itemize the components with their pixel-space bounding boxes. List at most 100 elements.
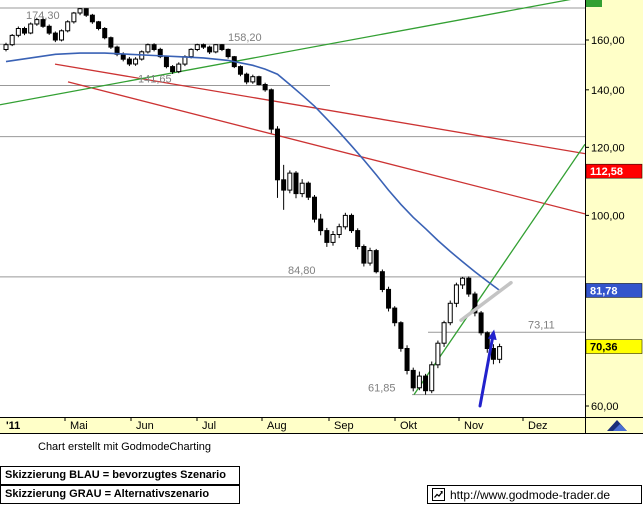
candle xyxy=(65,20,71,33)
candle xyxy=(435,340,441,369)
candle xyxy=(281,164,287,210)
candle xyxy=(342,212,348,230)
candlesticks xyxy=(3,8,503,395)
level-label: 141,65 xyxy=(138,73,172,85)
level-label: 61,85 xyxy=(368,383,396,395)
candle xyxy=(170,65,176,74)
candle xyxy=(40,17,46,28)
rising-support-line xyxy=(413,143,585,396)
candle xyxy=(3,42,9,52)
candle xyxy=(336,223,342,239)
candle xyxy=(460,276,466,289)
level-labels: 174,30 158,20 141,65 84,80 73,11 61,85 xyxy=(26,10,555,395)
level-label: 174,30 xyxy=(26,10,60,22)
preferred-scenario-arrow xyxy=(478,329,497,408)
trendlines xyxy=(0,0,585,396)
price-axis-strip xyxy=(585,0,643,417)
level-label: 84,80 xyxy=(288,265,316,277)
rising-longterm-line xyxy=(0,0,572,106)
axis-highlight: 81,78 xyxy=(585,283,643,298)
trendline-axis-marker xyxy=(586,0,602,7)
candle xyxy=(126,56,132,67)
chart-credit: Chart erstellt mit GodmodeCharting xyxy=(38,441,212,453)
candle xyxy=(262,82,268,92)
candle xyxy=(102,27,108,40)
month-label: Okt xyxy=(400,420,417,432)
candle xyxy=(52,31,58,43)
candle xyxy=(213,44,219,54)
candle xyxy=(287,170,293,194)
godmode-logo-arrow xyxy=(607,420,627,431)
candle xyxy=(312,195,317,223)
price-chart: 174,30 158,20 141,65 84,80 73,11 61,85 160,00… xyxy=(0,0,643,434)
month-label: Dez xyxy=(528,420,548,432)
moving-average xyxy=(5,52,501,292)
candle xyxy=(472,291,478,317)
candle xyxy=(133,57,139,66)
candle xyxy=(59,29,65,42)
candle xyxy=(349,213,355,233)
candle xyxy=(355,228,361,250)
month-label: Sep xyxy=(334,420,354,432)
alternative-scenario-sketch xyxy=(459,280,513,323)
scenario-sketches xyxy=(459,280,513,408)
axis-tick-label: 120,00 xyxy=(591,142,625,154)
candle xyxy=(207,45,213,55)
candle xyxy=(497,343,503,364)
legend-gray-scenario: Skizzierung GRAU = Alternativszenario xyxy=(0,485,240,504)
axis-highlight: 112,58 xyxy=(585,163,643,179)
candle xyxy=(46,24,52,35)
godmode-icon xyxy=(432,488,445,501)
candle xyxy=(108,36,114,49)
falling-resistance-upper xyxy=(54,63,585,155)
svg-text:70,36: 70,36 xyxy=(590,342,618,354)
candle xyxy=(361,244,367,267)
candle xyxy=(250,74,256,84)
candle xyxy=(96,20,102,31)
candle xyxy=(145,43,151,54)
candle xyxy=(244,72,250,85)
month-label: Jul xyxy=(202,420,216,432)
candle xyxy=(484,331,490,353)
axis-highlight: 70,36 xyxy=(585,339,643,354)
candle xyxy=(429,361,435,394)
candle xyxy=(28,22,34,35)
candle xyxy=(77,8,83,16)
candle xyxy=(404,345,410,375)
candle xyxy=(330,231,336,246)
moving-average-line xyxy=(5,52,501,292)
axis-tick-label: 140,00 xyxy=(591,85,625,97)
candle xyxy=(163,55,169,69)
candle xyxy=(194,43,200,52)
candle xyxy=(324,227,330,247)
candle xyxy=(176,62,182,74)
website-box: http://www.godmode-trader.de xyxy=(427,485,642,504)
month-label: Jun xyxy=(136,420,154,432)
price-axis-highlights: 112,58 81,78 70,36 xyxy=(585,163,643,354)
candle xyxy=(71,11,77,24)
level-label: 73,11 xyxy=(528,319,555,331)
candle xyxy=(34,17,40,26)
candle xyxy=(151,43,157,52)
candle xyxy=(274,126,280,198)
candle xyxy=(410,367,416,392)
candle xyxy=(318,213,324,236)
candle xyxy=(453,282,459,308)
legend-blue-scenario: Skizzierung BLAU = bevorzugtes Szenario xyxy=(0,466,240,485)
website-url[interactable]: http://www.godmode-trader.de xyxy=(450,487,611,502)
candle xyxy=(423,373,429,395)
month-label: Mai xyxy=(70,420,88,432)
candle xyxy=(256,75,262,86)
price-axis-labels: 160,00 140,00 120,00 100,00 60,00 xyxy=(586,35,625,413)
candle xyxy=(114,45,120,57)
candle xyxy=(22,26,28,36)
candle xyxy=(441,320,447,347)
candle xyxy=(219,43,225,52)
candle xyxy=(367,247,373,266)
month-labels: '11 Mai Jun Jul Aug Sep Okt Nov Dez xyxy=(6,417,548,432)
candle xyxy=(490,344,496,365)
level-label: 158,20 xyxy=(228,32,262,44)
candle xyxy=(392,306,398,327)
svg-text:81,78: 81,78 xyxy=(590,285,618,297)
